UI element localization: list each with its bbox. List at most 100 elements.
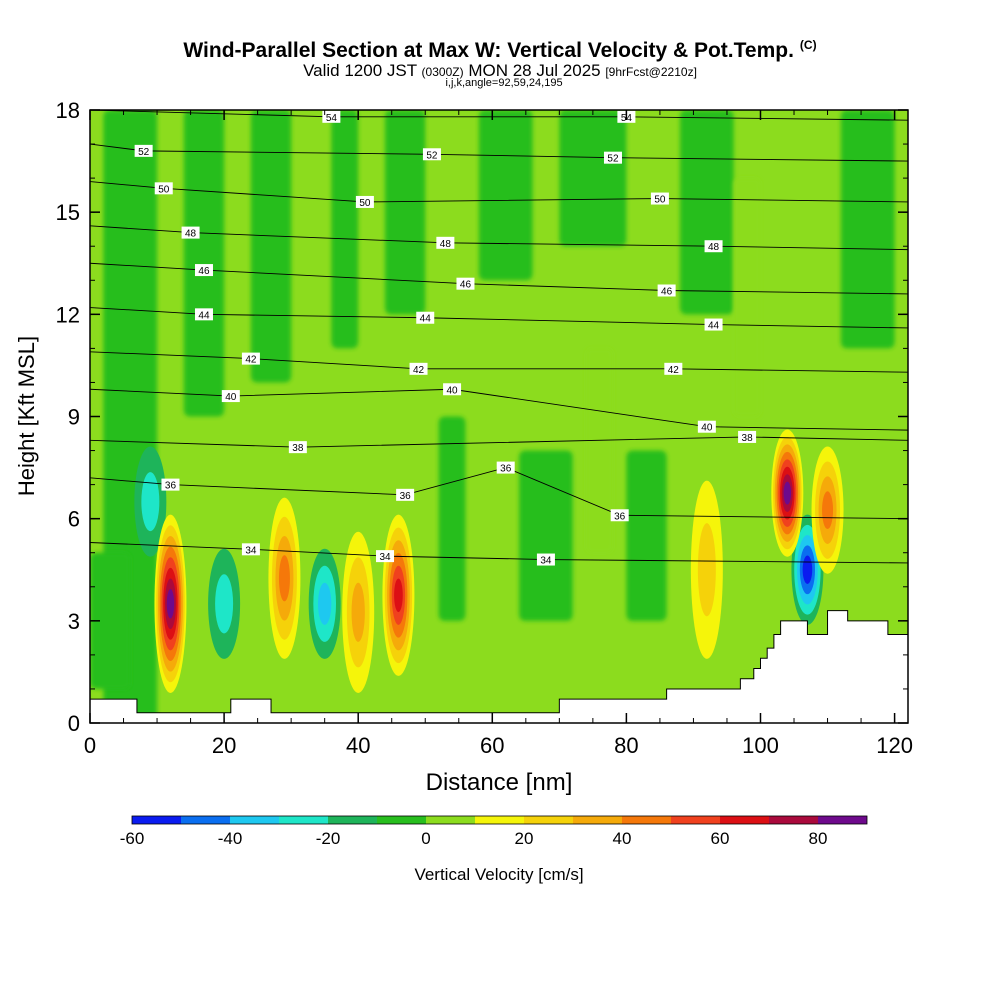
updraft-core bbox=[783, 481, 792, 505]
colorbar-swatch bbox=[132, 816, 181, 824]
svg-text:52: 52 bbox=[607, 154, 619, 165]
field-streak bbox=[680, 110, 734, 315]
colorbar-swatch bbox=[573, 816, 622, 824]
colorbar-swatch bbox=[475, 816, 524, 824]
downdraft-core bbox=[141, 472, 160, 532]
colorbar-tick-label: -20 bbox=[316, 829, 341, 848]
isentrope-label: 36 bbox=[610, 509, 629, 522]
updraft-core bbox=[166, 589, 175, 619]
field-streak bbox=[183, 110, 225, 417]
updraft-core bbox=[351, 582, 365, 642]
colorbar-tick-label: 80 bbox=[809, 829, 828, 848]
velocity-cores bbox=[134, 429, 844, 693]
field-streak bbox=[733, 178, 761, 417]
colorbar-swatch bbox=[818, 816, 867, 824]
colorbar-swatch bbox=[769, 816, 818, 824]
isentrope-label: 38 bbox=[738, 430, 757, 444]
svg-text:46: 46 bbox=[460, 280, 472, 291]
isentrope-label: 52 bbox=[603, 151, 622, 165]
isentrope-label: 52 bbox=[134, 144, 153, 158]
svg-text:44: 44 bbox=[708, 321, 720, 332]
svg-text:50: 50 bbox=[654, 195, 666, 206]
colorbar-swatch bbox=[524, 816, 573, 824]
isentrope-label: 40 bbox=[221, 390, 240, 403]
svg-text:50: 50 bbox=[158, 184, 170, 195]
field-streak bbox=[478, 110, 533, 281]
svg-text:36: 36 bbox=[500, 464, 512, 475]
field-streak bbox=[90, 552, 131, 689]
svg-text:52: 52 bbox=[138, 147, 150, 158]
colorbar-tick-label: 0 bbox=[421, 829, 430, 848]
isentrope-label: 42 bbox=[241, 352, 260, 366]
isentrope-label: 34 bbox=[241, 543, 260, 556]
colorbar-swatch bbox=[279, 816, 328, 824]
isentrope-label: 44 bbox=[416, 311, 435, 325]
colorbar-swatch bbox=[230, 816, 279, 824]
isentrope-label: 52 bbox=[422, 148, 441, 161]
svg-text:38: 38 bbox=[742, 433, 754, 444]
colorbar-tick-label: -60 bbox=[120, 829, 145, 848]
isentrope-label: 42 bbox=[409, 362, 428, 376]
isentrope-label: 46 bbox=[456, 277, 475, 291]
svg-text:50: 50 bbox=[359, 198, 371, 209]
terrain-mask bbox=[90, 610, 908, 723]
colorbar-swatch bbox=[671, 816, 720, 824]
isentrope-label: 34 bbox=[376, 550, 395, 563]
isentrope-label: 36 bbox=[161, 478, 180, 492]
svg-text:44: 44 bbox=[420, 314, 432, 325]
svg-text:36: 36 bbox=[614, 511, 626, 522]
colorbar-label: Vertical Velocity [cm/s] bbox=[414, 865, 583, 884]
y-tick-label: 0 bbox=[68, 711, 80, 736]
downdraft-core bbox=[215, 574, 234, 634]
x-tick-label: 100 bbox=[742, 733, 779, 758]
colorbar-frame bbox=[131, 815, 868, 825]
updraft-core bbox=[697, 523, 716, 617]
svg-text:52: 52 bbox=[426, 150, 438, 161]
vertical-velocity-field bbox=[90, 110, 895, 723]
x-tick-label: 120 bbox=[876, 733, 913, 758]
svg-text:48: 48 bbox=[185, 229, 197, 240]
svg-text:34: 34 bbox=[379, 552, 391, 563]
colorbar: -60 -40 -20 0 20 40 60 80 bbox=[120, 815, 868, 848]
svg-text:42: 42 bbox=[413, 365, 425, 376]
svg-text:34: 34 bbox=[540, 556, 552, 567]
y-tick-label: 18 bbox=[56, 98, 80, 123]
svg-text:48: 48 bbox=[708, 242, 720, 253]
isentrope-label: 50 bbox=[650, 192, 669, 206]
colorbar-swatch bbox=[328, 816, 377, 824]
colorbar-tick-label: 20 bbox=[515, 829, 534, 848]
field-streak bbox=[250, 110, 292, 383]
updraft-core bbox=[278, 555, 290, 602]
field-streak bbox=[385, 110, 426, 315]
isentrope-label: 36 bbox=[496, 461, 515, 475]
x-tick-label: 40 bbox=[346, 733, 370, 758]
chart-title: Wind-Parallel Section at Max W: Vertical… bbox=[183, 38, 817, 62]
downdraft-core bbox=[318, 582, 332, 625]
x-tick-label: 20 bbox=[212, 733, 236, 758]
isentrope-label: 46 bbox=[657, 284, 676, 297]
field-streak bbox=[559, 110, 627, 247]
isentrope-label: 48 bbox=[704, 240, 723, 253]
isentrope-label: 46 bbox=[194, 264, 213, 277]
svg-text:38: 38 bbox=[292, 443, 304, 454]
y-tick-label: 12 bbox=[56, 302, 80, 327]
downdraft-core bbox=[802, 555, 813, 584]
svg-text:46: 46 bbox=[198, 266, 210, 277]
x-tick-label: 80 bbox=[614, 733, 638, 758]
colorbar-tick-label: 40 bbox=[613, 829, 632, 848]
isentrope-label: 44 bbox=[704, 318, 723, 332]
isentrope-label: 50 bbox=[154, 182, 173, 195]
y-axis-label: Height [Kft MSL] bbox=[14, 336, 39, 496]
svg-text:44: 44 bbox=[198, 310, 210, 321]
isentrope-label: 38 bbox=[288, 441, 307, 454]
updraft-core bbox=[394, 578, 403, 613]
isentrope-label: 36 bbox=[396, 488, 415, 502]
field-streak bbox=[331, 110, 359, 349]
field-streak bbox=[519, 450, 573, 621]
isentrope-label: 40 bbox=[697, 420, 716, 434]
colorbar-swatch bbox=[426, 816, 475, 824]
svg-text:36: 36 bbox=[400, 491, 412, 502]
isentrope-label: 54 bbox=[322, 110, 341, 124]
isentrope-label: 40 bbox=[443, 383, 462, 396]
